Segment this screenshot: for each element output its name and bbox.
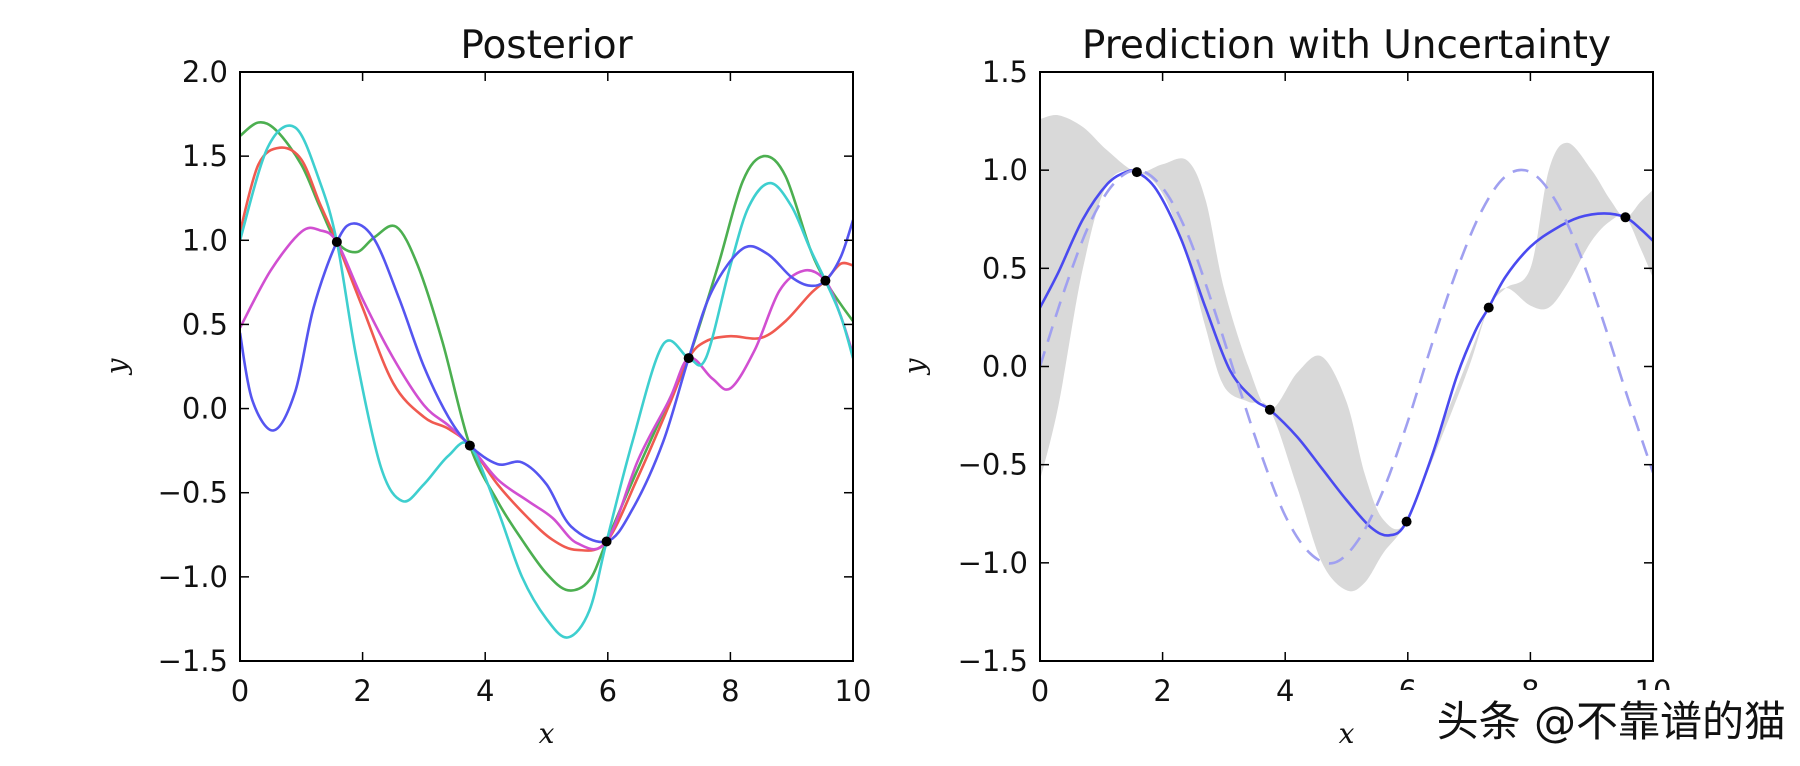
observation-point [464, 440, 475, 451]
y-tick-label: 1.5 [182, 139, 228, 173]
y-tick-label: 1.0 [182, 223, 228, 257]
x-tick-label: 8 [721, 674, 739, 708]
series-line-sample-cyan [240, 124, 853, 639]
y-axis-label: y [100, 357, 133, 376]
series-line-sample-red [240, 146, 853, 552]
chart-panel-1: 0 2 4 6 8 10 −1.5 −1.0 −0.5 0.0 0.5 1.0 1.5 2.0 Poster… [100, 23, 871, 750]
y-tick-label: −0.5 [958, 448, 1028, 482]
y-tick-label: 2.0 [182, 55, 228, 89]
observation-point [683, 353, 694, 364]
series-line-true-function [1040, 168, 1653, 565]
x-tick-label: 6 [599, 674, 617, 708]
y-tick-label: −1.0 [158, 560, 228, 594]
y-tick-label: −1.0 [958, 546, 1028, 580]
x-tick-label: 4 [1276, 674, 1294, 708]
x-tick-label: 2 [353, 674, 371, 708]
plot-frame [239, 71, 854, 662]
chart-title: Prediction with Uncertainty [1082, 23, 1611, 68]
y-tick-label: −1.5 [158, 644, 228, 678]
observation-point [601, 536, 612, 547]
x-tick-label: 10 [835, 674, 872, 708]
observation-point [331, 236, 342, 247]
watermark-background [1392, 690, 1792, 750]
x-tick-label: 0 [1031, 674, 1049, 708]
observation-point [1401, 516, 1412, 527]
observation-point [1264, 404, 1275, 415]
series-line-sample-green [240, 121, 853, 592]
observation-point [820, 275, 831, 286]
x-tick-label: 4 [476, 674, 494, 708]
x-axis-label: x [1339, 717, 1355, 750]
y-axis-label: y [898, 357, 931, 376]
chart-panel-2: 0246810−1.5−1.0−0.50.00.51.01.5Predictio… [898, 23, 1671, 750]
observation-point [1131, 167, 1142, 178]
observation-point [1483, 302, 1494, 313]
y-tick-label: 0.5 [182, 307, 228, 341]
y-tick-label: 0.0 [982, 350, 1028, 384]
y-tick-label: 1.5 [982, 55, 1028, 89]
x-tick-label: 0 [231, 674, 249, 708]
x-tick-label: 2 [1153, 674, 1171, 708]
chart-title: Posterior [460, 23, 633, 68]
x-axis-label: x [539, 717, 555, 750]
observation-point [1620, 212, 1631, 223]
series-line-sample-blue [240, 219, 853, 544]
uncertainty-band [1040, 114, 1653, 592]
series-line-sample-magenta [240, 226, 853, 551]
watermark-text: 头条 @不靠谱的猫 [1437, 697, 1786, 746]
y-tick-label: 0.0 [182, 392, 228, 426]
y-tick-label: 0.5 [982, 251, 1028, 285]
y-tick-label: 1.0 [982, 153, 1028, 187]
y-tick-label: −0.5 [158, 476, 228, 510]
y-tick-label: −1.5 [958, 644, 1028, 678]
